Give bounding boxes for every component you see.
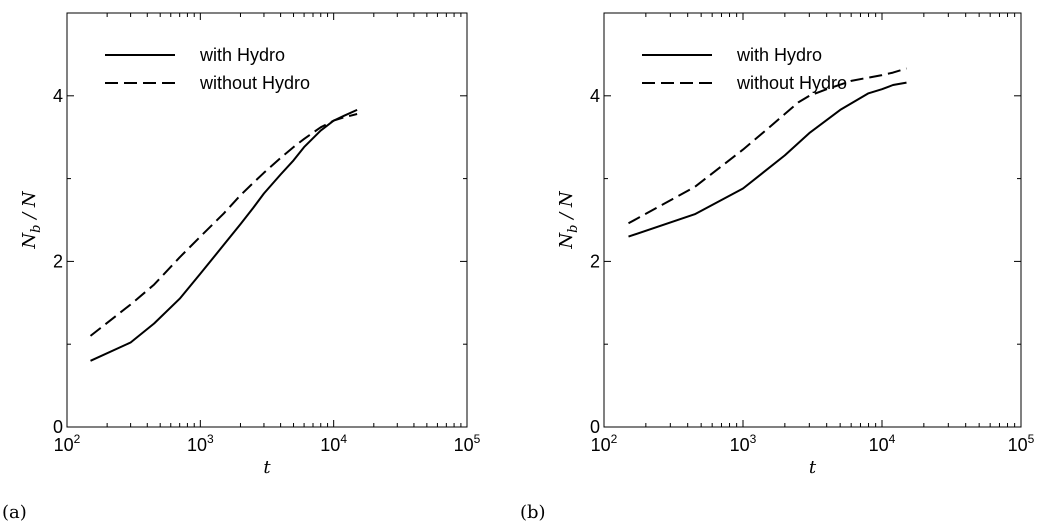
panel-label-b: (b): [520, 502, 546, 523]
legend-label: without Hydro: [199, 73, 310, 93]
x-tick-label: 103: [730, 432, 757, 455]
y-tick-label: 2: [590, 251, 600, 271]
y-axis-label: Nb / N: [556, 190, 581, 250]
x-tick-label: 104: [320, 432, 347, 455]
series-line-without-hydro: [628, 67, 907, 225]
y-axis-label: Nb / N: [19, 190, 44, 250]
x-axis-label: t: [809, 457, 817, 478]
x-axis-label: t: [263, 457, 271, 478]
y-tick-label: 4: [590, 86, 600, 106]
chart-panel-b: 102 103 104 105 0 2 4 t Nb / N with Hydro without …: [556, 12, 1035, 478]
legend-label: with Hydro: [199, 45, 285, 65]
y-tick-label: 2: [53, 251, 63, 271]
plot-frame: [66, 12, 468, 428]
series-line-with-hydro: [628, 81, 907, 238]
x-tick-label: 102: [54, 432, 81, 455]
y-tick-label: 0: [590, 417, 600, 437]
y-tick-label: 0: [53, 417, 63, 437]
x-tick-label: 102: [591, 432, 618, 455]
x-tick-label: 105: [1008, 432, 1035, 455]
y-tick-label: 4: [53, 86, 63, 106]
x-tick-label: 103: [187, 432, 214, 455]
chart-panel-a: 102 103 104 105 0 2 4 t Nb / N with Hydro without …: [19, 12, 481, 478]
panel-label-a: (a): [2, 502, 27, 523]
legend-label: without Hydro: [736, 73, 847, 93]
series-line-with-hydro: [90, 108, 358, 362]
legend-label: with Hydro: [736, 45, 822, 65]
x-tick-label: 105: [454, 432, 481, 455]
plot-frame: [603, 12, 1022, 428]
x-tick-label: 104: [869, 432, 896, 455]
series-line-without-hydro: [89, 113, 358, 337]
